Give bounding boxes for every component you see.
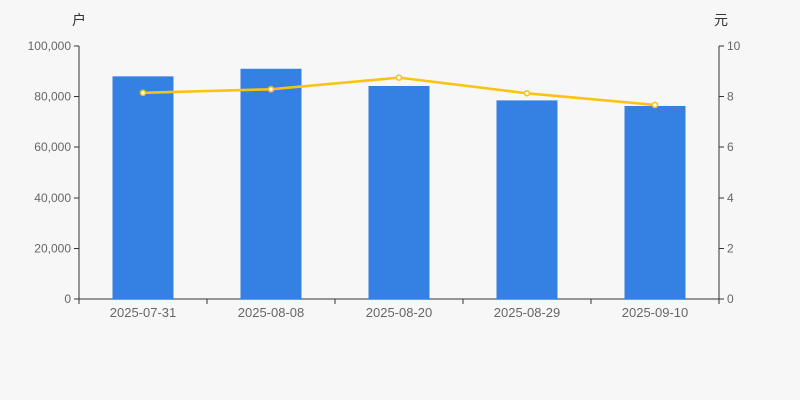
right-axis-tick-label: 4 [727, 191, 734, 205]
bar-2025-07-31[interactable] [112, 76, 174, 299]
right-axis-tick-label: 6 [727, 140, 734, 154]
right-axis-tick-label: 10 [727, 39, 741, 53]
x-axis-category-label: 2025-08-08 [238, 305, 305, 320]
left-axis-tick-label: 20,000 [34, 241, 71, 255]
right-axis-tick-label: 8 [727, 90, 734, 104]
right-axis-tick-label: 0 [727, 292, 734, 306]
bar-2025-08-29[interactable] [496, 100, 558, 300]
price-line-point[interactable] [139, 89, 147, 97]
bar-2025-09-10[interactable] [624, 105, 686, 299]
left-axis-tick-label: 0 [64, 292, 71, 306]
right-axis-unit-label: 元 [714, 12, 728, 28]
x-axis-category-label: 2025-09-10 [622, 305, 689, 320]
bar-2025-08-20[interactable] [368, 85, 430, 299]
left-axis-tick-label: 60,000 [34, 140, 71, 154]
price-line-point[interactable] [395, 74, 403, 81]
left-axis-tick-label: 100,000 [28, 39, 72, 53]
left-axis-unit-label: 户 [72, 12, 86, 28]
price-line-point[interactable] [267, 85, 275, 93]
x-axis-category-label: 2025-08-20 [366, 305, 433, 320]
price-line-point[interactable] [523, 90, 531, 97]
x-axis-category-label: 2025-08-29 [494, 305, 561, 320]
left-axis-tick-label: 80,000 [34, 90, 71, 104]
right-axis-tick-label: 2 [727, 241, 734, 255]
price-line-point[interactable] [651, 101, 659, 109]
x-axis-category-label: 2025-07-31 [110, 305, 177, 320]
bar-2025-08-08[interactable] [240, 68, 302, 300]
left-axis-tick-label: 40,000 [34, 191, 71, 205]
